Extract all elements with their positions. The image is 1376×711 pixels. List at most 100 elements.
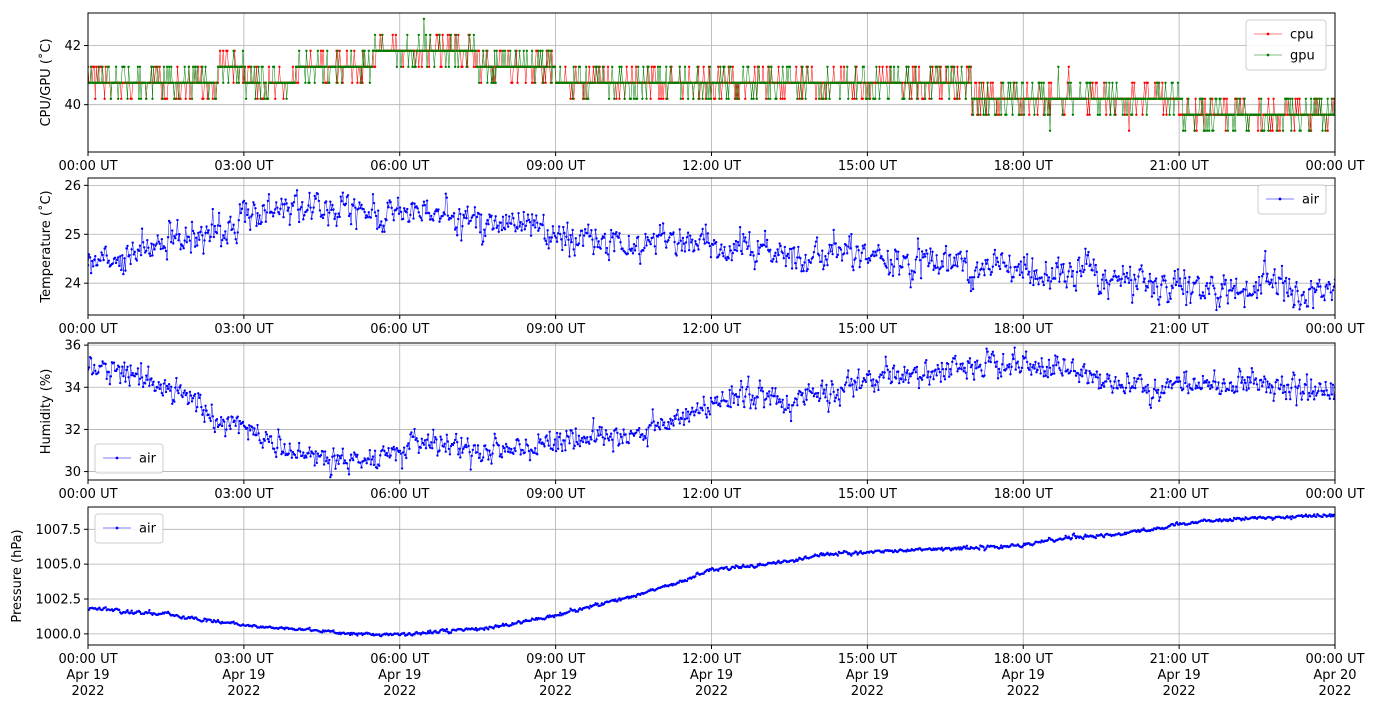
data-point: [1128, 265, 1132, 269]
data-point: [1058, 280, 1061, 283]
data-point: [885, 266, 888, 269]
data-point: [685, 417, 689, 420]
data-point: [1326, 287, 1329, 290]
data-point: [869, 379, 873, 382]
data-point: [1305, 373, 1309, 376]
data-point: [547, 49, 550, 53]
data-point: [797, 392, 800, 396]
data-point: [417, 451, 420, 455]
data-point: [416, 207, 419, 210]
data-point: [119, 255, 122, 258]
data-point: [130, 248, 133, 251]
data-point: [1237, 375, 1240, 379]
data-point: [1294, 97, 1297, 100]
data-point: [800, 393, 803, 397]
data-point: [1092, 258, 1095, 261]
data-point: [191, 229, 195, 233]
data-point: [1012, 276, 1015, 279]
data-point: [1173, 269, 1177, 273]
data-point: [1314, 290, 1317, 294]
data-point: [730, 385, 733, 388]
data-point: [368, 449, 372, 452]
data-point: [1034, 277, 1037, 280]
data-point: [1250, 367, 1254, 370]
data-point: [1233, 390, 1237, 393]
data-point: [747, 375, 750, 378]
legend-box: [1257, 184, 1327, 215]
data-point: [469, 219, 472, 222]
data-point: [502, 65, 506, 69]
data-point: [1294, 385, 1297, 388]
x-tick-label: 00:00 UT: [58, 487, 117, 502]
data-point: [510, 222, 513, 225]
data-point: [986, 350, 989, 353]
data-point: [666, 97, 669, 100]
data-point: [105, 81, 108, 85]
data-point: [490, 81, 493, 85]
data-point: [1000, 252, 1004, 255]
data-point: [1043, 272, 1047, 276]
data-point: [955, 253, 958, 256]
data-point: [424, 33, 428, 37]
data-point: [660, 418, 664, 422]
data-point: [1301, 293, 1304, 296]
data-point: [327, 462, 330, 465]
data-point: [518, 225, 521, 228]
data-point: [353, 451, 356, 454]
data-point: [642, 438, 645, 441]
data-point: [267, 193, 271, 196]
data-point: [818, 397, 822, 400]
data-point: [958, 252, 961, 255]
data-point: [389, 454, 392, 457]
data-point: [274, 451, 277, 454]
data-point: [584, 65, 588, 69]
data-point: [138, 244, 142, 247]
data-point: [536, 221, 539, 225]
data-point: [1014, 265, 1017, 269]
data-point: [1291, 377, 1294, 381]
data-point: [694, 240, 697, 243]
data-point: [1127, 129, 1131, 132]
data-point: [220, 238, 224, 242]
data-point: [828, 401, 831, 405]
data-point: [319, 453, 323, 457]
data-point: [236, 65, 239, 69]
data-point: [822, 267, 825, 271]
data-point: [981, 97, 984, 100]
data-point: [794, 261, 797, 265]
data-point: [639, 435, 642, 439]
data-point: [311, 211, 314, 214]
data-point: [353, 198, 356, 201]
data-point: [645, 244, 648, 247]
data-point: [905, 65, 908, 69]
data-point: [1310, 286, 1314, 289]
data-point: [1162, 113, 1165, 116]
data-point: [861, 380, 865, 383]
data-point: [465, 445, 468, 449]
data-point: [1028, 270, 1031, 273]
data-point: [1030, 276, 1033, 279]
data-point: [721, 390, 724, 394]
data-point: [962, 259, 965, 263]
data-point: [193, 392, 197, 396]
data-point: [579, 439, 583, 442]
legend: air: [1257, 184, 1327, 215]
data-point: [810, 65, 814, 69]
data-point: [296, 81, 300, 85]
data-point: [586, 232, 589, 235]
data-point: [1247, 294, 1250, 297]
data-point: [188, 97, 192, 100]
data-point: [583, 81, 587, 85]
data-point: [161, 247, 165, 250]
data-point: [183, 65, 186, 69]
data-point: [891, 274, 895, 278]
data-point: [1257, 388, 1261, 391]
x-tick-label: 00:00 UT: [1305, 322, 1364, 337]
data-point: [294, 194, 298, 197]
data-point: [1139, 267, 1142, 271]
data-point: [996, 260, 1000, 264]
data-point: [784, 408, 788, 412]
data-point: [1316, 282, 1319, 285]
data-point: [866, 261, 870, 264]
data-point: [203, 420, 206, 424]
